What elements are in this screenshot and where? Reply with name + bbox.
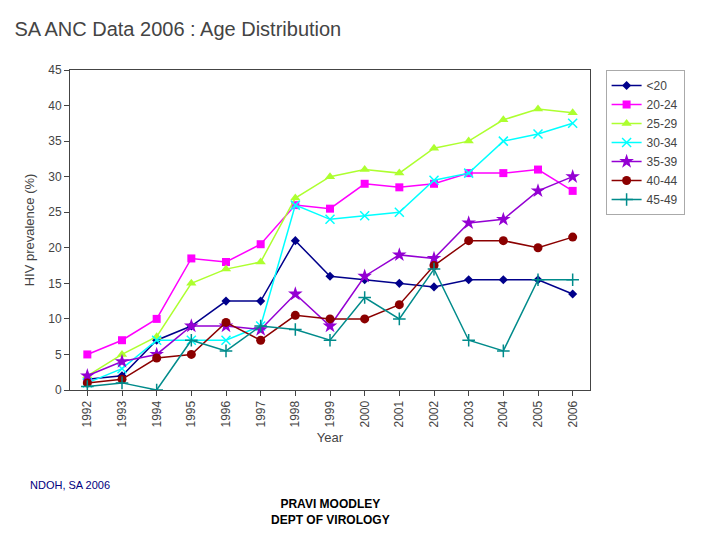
svg-text:30: 30 (48, 170, 62, 184)
svg-text:1994: 1994 (150, 400, 164, 427)
svg-text:30-34: 30-34 (647, 136, 678, 150)
svg-text:45-49: 45-49 (647, 193, 678, 207)
svg-text:20-24: 20-24 (647, 98, 678, 112)
svg-text:45: 45 (48, 63, 62, 77)
svg-text:2004: 2004 (496, 400, 510, 427)
svg-text:1996: 1996 (219, 400, 233, 427)
svg-text:15: 15 (48, 277, 62, 291)
svg-text:2005: 2005 (531, 400, 545, 427)
svg-text:Year: Year (317, 430, 344, 445)
svg-text:NDOH, SA 2006: NDOH, SA 2006 (30, 479, 110, 491)
svg-text:5: 5 (55, 348, 62, 362)
svg-text:1999: 1999 (323, 400, 337, 427)
svg-text:2001: 2001 (392, 400, 406, 427)
svg-text:0: 0 (55, 383, 62, 397)
svg-text:25: 25 (48, 205, 62, 219)
svg-text:40-44: 40-44 (647, 174, 678, 188)
svg-text:SA ANC Data 2006 : Age Distrib: SA ANC Data 2006 : Age Distribution (14, 18, 341, 40)
svg-text:1993: 1993 (115, 400, 129, 427)
svg-text:PRAVI MOODLEYDEPT OF VIROLOGY: PRAVI MOODLEYDEPT OF VIROLOGY (271, 497, 390, 527)
svg-text:1998: 1998 (288, 400, 302, 427)
svg-text:20: 20 (48, 241, 62, 255)
svg-text:10: 10 (48, 312, 62, 326)
svg-text:2006: 2006 (566, 400, 580, 427)
svg-text:2003: 2003 (462, 400, 476, 427)
svg-text:1995: 1995 (184, 400, 198, 427)
svg-text:1997: 1997 (254, 400, 268, 427)
svg-text:2002: 2002 (427, 400, 441, 427)
svg-text:35-39: 35-39 (647, 155, 678, 169)
svg-text:<20: <20 (647, 79, 668, 93)
svg-text:1992: 1992 (80, 400, 94, 427)
svg-text:2000: 2000 (358, 400, 372, 427)
svg-text:HIV prevalence (%): HIV prevalence (%) (22, 174, 37, 287)
svg-text:25-29: 25-29 (647, 117, 678, 131)
svg-text:35: 35 (48, 134, 62, 148)
svg-text:40: 40 (48, 99, 62, 113)
